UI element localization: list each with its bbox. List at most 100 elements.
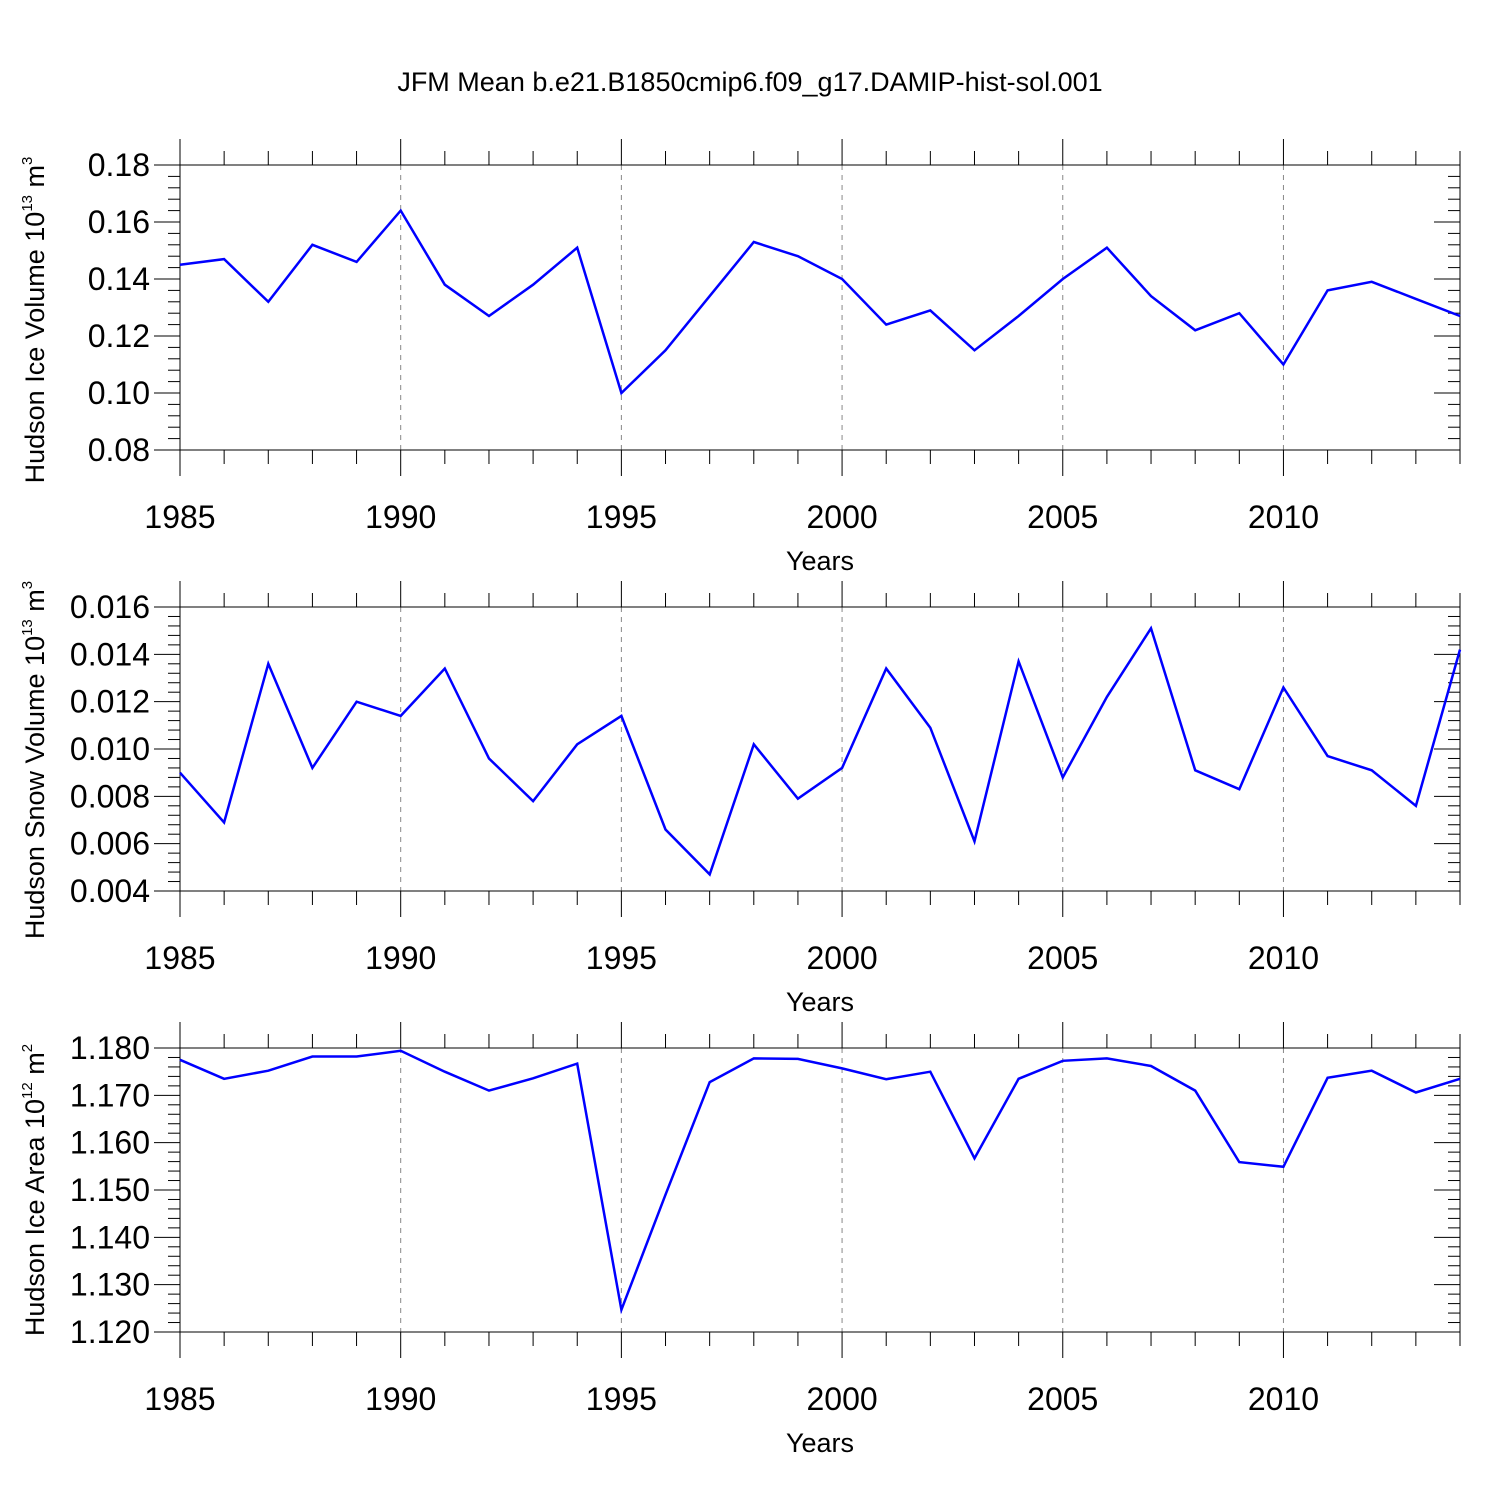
y-tick-label: 1.170 bbox=[70, 1077, 150, 1113]
data-point bbox=[310, 243, 314, 247]
data-point bbox=[1105, 695, 1109, 699]
data-point bbox=[399, 714, 403, 718]
x-tick-label: 1995 bbox=[586, 940, 657, 976]
data-point bbox=[487, 314, 491, 318]
data-point bbox=[1458, 314, 1462, 318]
data-point bbox=[752, 1056, 756, 1060]
data-point bbox=[178, 1058, 182, 1062]
panel-2: 0.004 0.006 0.008 0.010 0.012 0.014 0.016 1985 1… bbox=[19, 581, 1462, 1017]
data-point bbox=[1105, 1056, 1109, 1060]
data-point bbox=[1237, 311, 1241, 315]
data-point bbox=[796, 797, 800, 801]
x-tick-label: 1990 bbox=[365, 499, 436, 535]
data-point bbox=[1193, 328, 1197, 332]
data-point bbox=[1414, 804, 1418, 808]
data-point bbox=[355, 1055, 359, 1059]
data-point bbox=[443, 283, 447, 287]
x-tick-label: 2005 bbox=[1027, 1381, 1098, 1417]
data-point bbox=[884, 1077, 888, 1081]
data-point bbox=[266, 1069, 270, 1073]
y-tick-label: 1.130 bbox=[70, 1267, 150, 1303]
data-point bbox=[178, 263, 182, 267]
data-point bbox=[266, 662, 270, 666]
data-point bbox=[972, 839, 976, 843]
data-point bbox=[1458, 1077, 1462, 1081]
data-point bbox=[355, 700, 359, 704]
data-point bbox=[1414, 1090, 1418, 1094]
data-point bbox=[531, 799, 535, 803]
data-point bbox=[178, 771, 182, 775]
y-tick-label: 0.014 bbox=[70, 636, 150, 672]
y-tick-label: 1.120 bbox=[70, 1314, 150, 1350]
data-point bbox=[1061, 277, 1065, 281]
data-point bbox=[1105, 246, 1109, 250]
panel-1: 0.08 0.10 0.12 0.14 0.16 0.18 1985 1990 1995 2000… bbox=[19, 139, 1462, 576]
data-point bbox=[1017, 659, 1021, 663]
data-point bbox=[708, 1080, 712, 1084]
y-axis-label: Hudson Ice Area 1012 m2 bbox=[19, 1044, 50, 1336]
x-tick-label: 2010 bbox=[1248, 940, 1319, 976]
data-point bbox=[928, 726, 932, 730]
y-tick-label: 0.012 bbox=[70, 684, 150, 720]
data-point bbox=[1237, 787, 1241, 791]
data-point bbox=[1326, 288, 1330, 292]
data-point bbox=[928, 1070, 932, 1074]
data-point bbox=[708, 872, 712, 876]
y-axis-label: Hudson Ice Volume 1013 m3 bbox=[19, 157, 50, 484]
data-point bbox=[1149, 1064, 1153, 1068]
y-tick-label: 0.18 bbox=[88, 147, 150, 183]
x-axis-label: Years bbox=[786, 987, 854, 1017]
data-point bbox=[1149, 626, 1153, 630]
data-point bbox=[222, 820, 226, 824]
data-point bbox=[1326, 754, 1330, 758]
x-tick-label: 1995 bbox=[586, 1381, 657, 1417]
plot-frame bbox=[179, 164, 1461, 451]
data-point bbox=[1193, 768, 1197, 772]
series-line bbox=[179, 1049, 1461, 1315]
data-point bbox=[664, 827, 668, 831]
data-point bbox=[796, 254, 800, 258]
data-point bbox=[1193, 1089, 1197, 1093]
y-tick-label: 0.12 bbox=[88, 318, 150, 354]
y-tick-label: 0.006 bbox=[70, 826, 150, 862]
data-point bbox=[575, 246, 579, 250]
data-point bbox=[884, 667, 888, 671]
data-point bbox=[222, 257, 226, 261]
data-point bbox=[222, 1077, 226, 1081]
data-point bbox=[310, 1055, 314, 1059]
data-point bbox=[1061, 775, 1065, 779]
data-point bbox=[1281, 1165, 1285, 1169]
data-point bbox=[355, 260, 359, 264]
data-point bbox=[531, 1076, 535, 1080]
plot-frame bbox=[179, 606, 1461, 892]
data-point bbox=[708, 294, 712, 298]
y-tick-label: 0.10 bbox=[88, 375, 150, 411]
x-tick-label: 1985 bbox=[144, 1381, 215, 1417]
data-point bbox=[928, 308, 932, 312]
data-point bbox=[664, 348, 668, 352]
data-point bbox=[1017, 1077, 1021, 1081]
data-point bbox=[443, 667, 447, 671]
data-point bbox=[443, 1070, 447, 1074]
x-tick-label: 1990 bbox=[365, 1381, 436, 1417]
y-tick-label: 0.08 bbox=[88, 432, 150, 468]
series-line bbox=[179, 625, 1462, 877]
data-point bbox=[1370, 280, 1374, 284]
data-point bbox=[752, 240, 756, 244]
x-tick-label: 2010 bbox=[1248, 499, 1319, 535]
x-tick-label: 1985 bbox=[144, 940, 215, 976]
data-point bbox=[399, 1049, 403, 1053]
y-tick-label: 0.008 bbox=[70, 778, 150, 814]
y-tick-label: 1.150 bbox=[70, 1172, 150, 1208]
plot-frame bbox=[179, 1047, 1461, 1333]
data-point bbox=[840, 277, 844, 281]
data-point bbox=[1414, 297, 1418, 301]
data-point bbox=[796, 1057, 800, 1061]
data-point bbox=[752, 742, 756, 746]
data-point bbox=[1281, 363, 1285, 367]
data-point bbox=[619, 391, 623, 395]
data-point bbox=[310, 766, 314, 770]
x-tick-label: 2005 bbox=[1027, 499, 1098, 535]
panel-3: 1.120 1.130 1.140 1.150 1.160 1.170 1.180 1985 1… bbox=[19, 1022, 1462, 1458]
